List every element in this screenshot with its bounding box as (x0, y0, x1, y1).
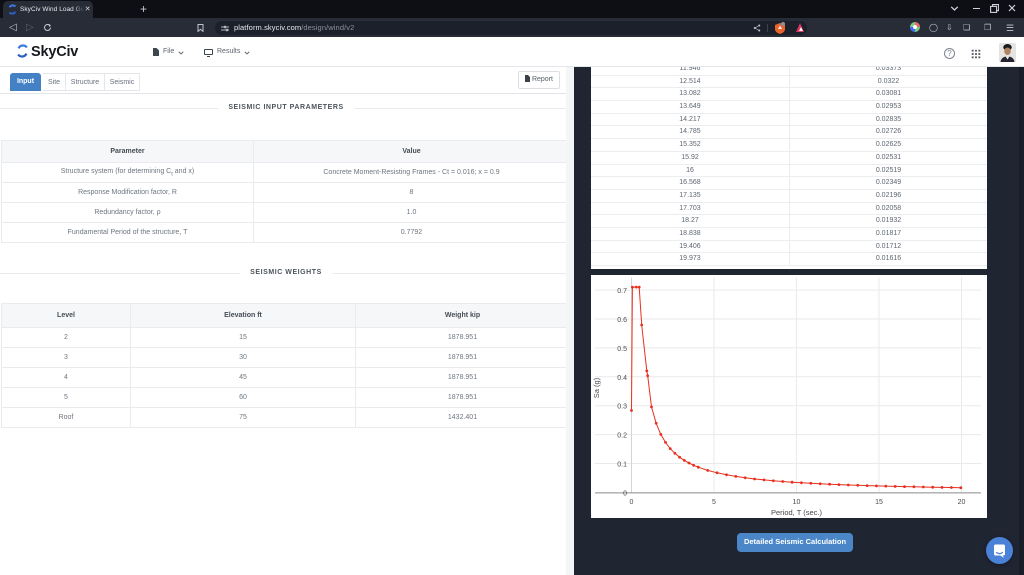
svg-text:0: 0 (630, 499, 634, 506)
svg-text:Period, T (sec.): Period, T (sec.) (771, 508, 822, 517)
svg-text:0.7: 0.7 (617, 288, 627, 295)
svg-text:10: 10 (793, 499, 801, 506)
svg-text:0.2: 0.2 (617, 432, 627, 439)
svg-text:5: 5 (712, 499, 716, 506)
svg-text:0: 0 (623, 490, 627, 497)
svg-text:0.6: 0.6 (617, 317, 627, 324)
svg-text:0.5: 0.5 (617, 345, 627, 352)
svg-text:0.4: 0.4 (617, 374, 627, 381)
svg-text:0.1: 0.1 (617, 461, 627, 468)
svg-text:Sa (g): Sa (g) (592, 377, 601, 398)
svg-text:20: 20 (958, 499, 966, 506)
svg-text:0.3: 0.3 (617, 403, 627, 410)
svg-text:15: 15 (875, 499, 883, 506)
